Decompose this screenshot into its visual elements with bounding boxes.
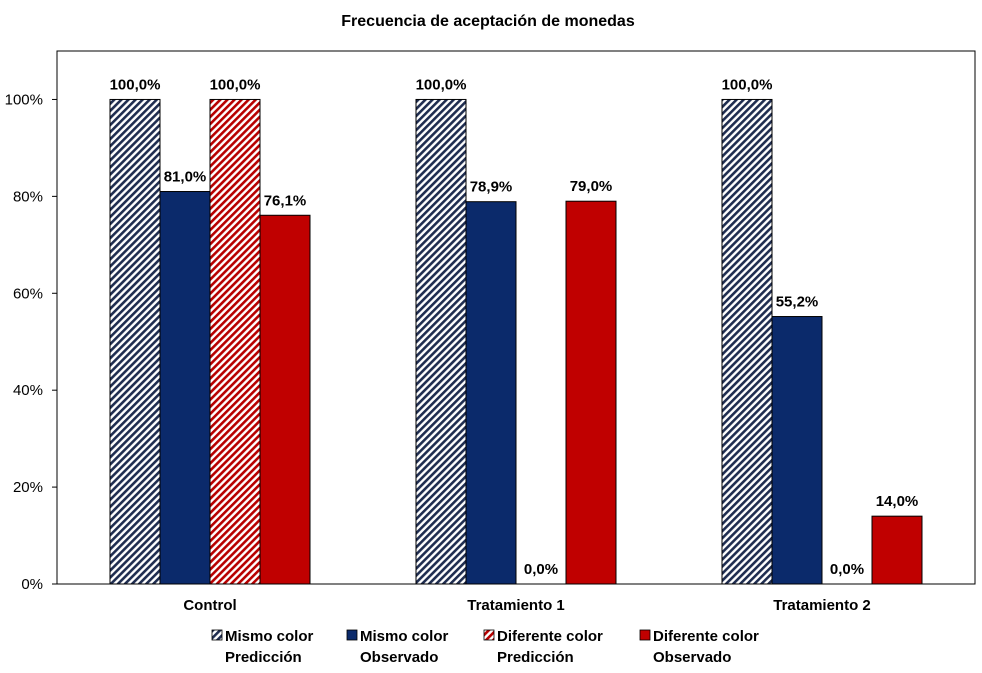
y-tick-label: 80%: [13, 188, 43, 205]
x-category-label: Control: [183, 597, 236, 614]
data-label: 79,0%: [570, 178, 613, 195]
bar-1-0: [415, 98, 467, 585]
x-category-label: Tratamiento 1: [467, 597, 565, 614]
bar-2-0: [721, 98, 773, 585]
data-label: 55,2%: [776, 294, 819, 311]
bar-0-0: [109, 98, 161, 585]
legend-swatch: [346, 629, 358, 641]
legend-label: Predicción: [225, 649, 302, 666]
bar-1-3: [565, 200, 617, 585]
y-tick-label: 60%: [13, 285, 43, 302]
legend-label: Predicción: [497, 649, 574, 666]
bar-2-1: [771, 316, 823, 585]
x-category-label: Tratamiento 2: [773, 597, 871, 614]
legend-label: Diferente color: [653, 628, 759, 645]
x-axis: Control Tratamiento 1 Tratamiento 2: [183, 597, 870, 614]
legend: Mismo color Predicción Mismo color Observad…: [211, 628, 759, 666]
legend-swatch: [639, 629, 651, 641]
data-label: 100,0%: [722, 76, 773, 93]
data-label: 81,0%: [164, 169, 207, 186]
data-labels: 100,0% 81,0% 100,0% 76,1% 100,0% 78,9% 0,0% 79,…: [110, 76, 919, 578]
bar-0-3: [259, 214, 311, 585]
data-label: 14,0%: [876, 493, 919, 510]
bar-2-3: [871, 515, 923, 585]
y-axis: 0% 20% 40% 60% 80% 100%: [5, 91, 57, 593]
legend-label: Observado: [360, 649, 438, 666]
data-label: 0,0%: [830, 561, 864, 578]
legend-swatch: [483, 629, 495, 641]
data-label: 100,0%: [110, 76, 161, 93]
legend-swatch: [211, 629, 223, 641]
y-tick-label: 100%: [5, 91, 43, 108]
bar-0-2: [209, 98, 261, 585]
chart-title: Frecuencia de aceptación de monedas: [341, 13, 635, 30]
data-label: 100,0%: [416, 76, 467, 93]
bars: [109, 98, 923, 585]
legend-label: Observado: [653, 649, 731, 666]
bar-1-1: [465, 201, 517, 585]
y-tick-label: 40%: [13, 382, 43, 399]
data-label: 78,9%: [470, 179, 513, 196]
y-tick-label: 0%: [21, 576, 43, 593]
legend-label: Mismo color: [225, 628, 314, 645]
y-tick-label: 20%: [13, 479, 43, 496]
data-label: 0,0%: [524, 561, 558, 578]
bar-0-1: [159, 191, 211, 585]
legend-label: Diferente color: [497, 628, 603, 645]
data-label: 76,1%: [264, 192, 307, 209]
legend-label: Mismo color: [360, 628, 449, 645]
data-label: 100,0%: [210, 76, 261, 93]
